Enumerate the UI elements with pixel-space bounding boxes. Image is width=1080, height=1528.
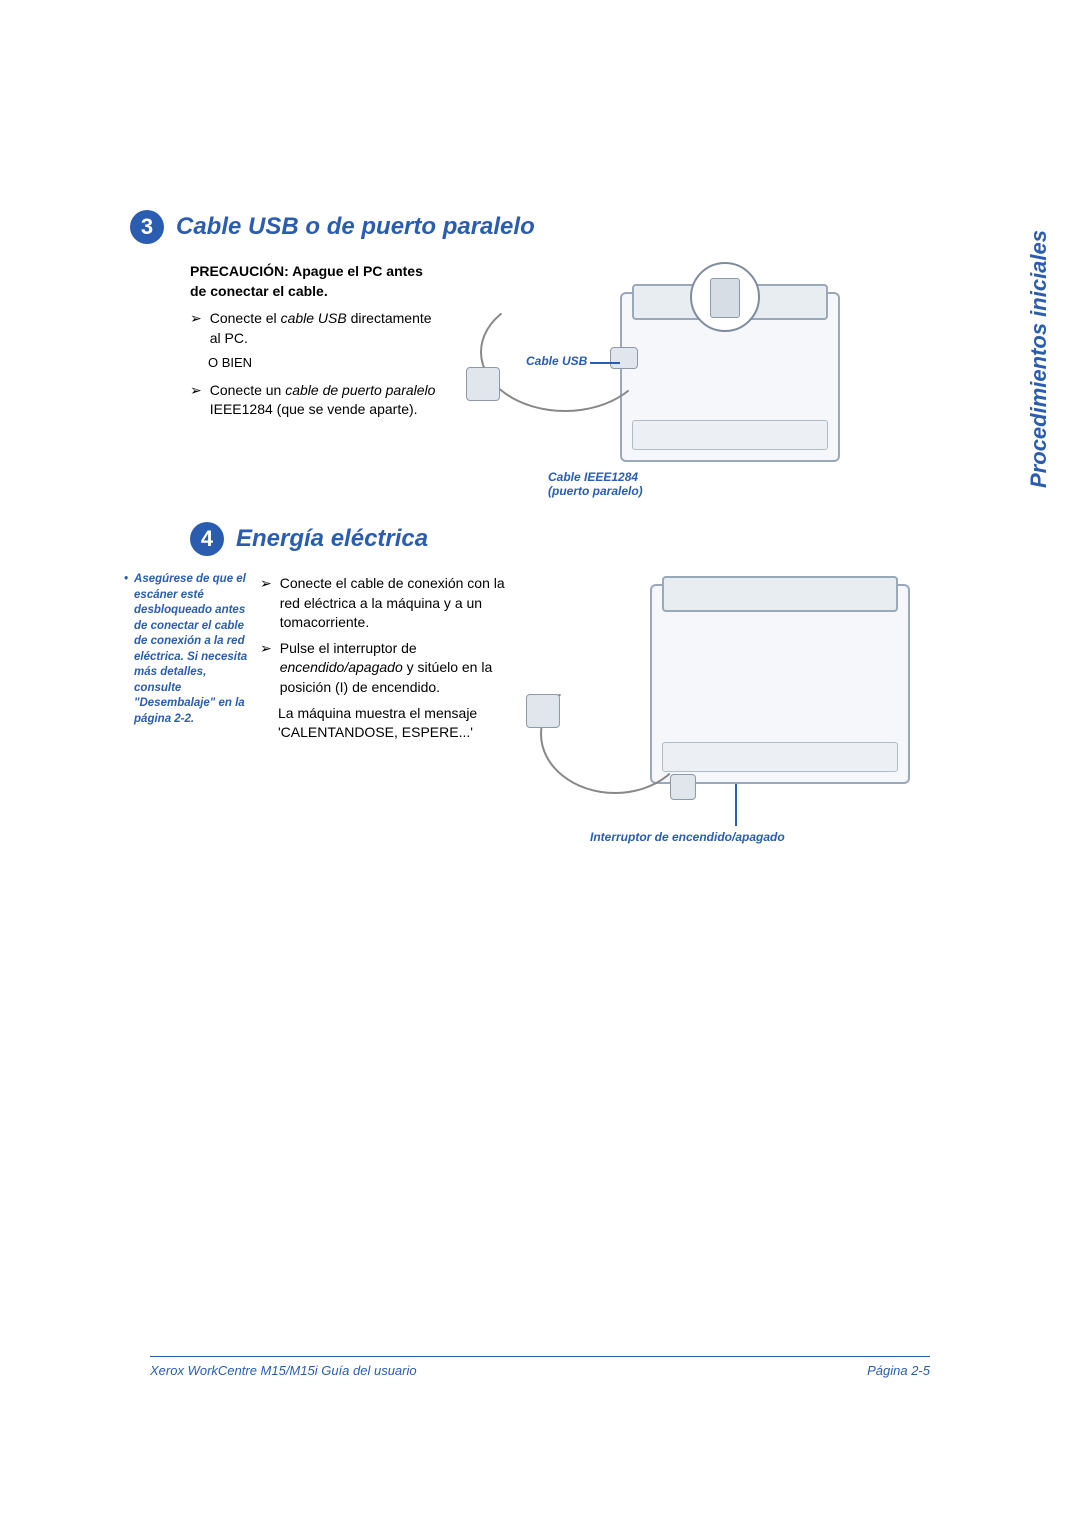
s4-msg: La máquina muestra el mensaje 'CALENTAND… [278, 704, 510, 743]
par-l1: Cable IEEE1284 [548, 470, 638, 484]
power-plug-icon [526, 694, 560, 728]
footer-right: Página 2-5 [867, 1363, 930, 1378]
triangle-bullet-icon: ➢ [190, 309, 202, 348]
step3-title: Cable USB o de puerto paralelo [176, 213, 535, 241]
zoom-detail-icon [690, 262, 760, 332]
step3-b2-text: Conecte un cable de puerto paralelo IEEE… [210, 381, 440, 420]
switch-label: Interruptor de encendido/apagado [590, 830, 785, 844]
power-cable [540, 674, 690, 794]
page-footer: Xerox WorkCentre M15/M15i Guía del usuar… [150, 1356, 930, 1378]
b1-em: cable USB [281, 310, 347, 326]
b2-em: cable de puerto paralelo [285, 382, 435, 398]
parallel-label: Cable IEEE1284 (puerto paralelo) [548, 470, 643, 499]
step3-b1-text: Conecte el cable USB directamente al PC. [210, 309, 440, 348]
step3-text: PRECAUCIÓN: Apague el PC antes de conect… [130, 262, 440, 482]
s4b2-pre: Pulse el interruptor de [280, 640, 417, 656]
copier-illustration2 [650, 584, 910, 784]
parallel-plug-icon [610, 347, 638, 369]
step4-image: Interruptor de encendido/apagado [510, 574, 950, 834]
step3-badge: 3 [130, 210, 164, 244]
copier-lid2 [662, 576, 898, 612]
step3-caution: PRECAUCIÓN: Apague el PC antes de conect… [190, 262, 440, 301]
step-4: 4 Energía eléctrica • Asegúrese de que e… [130, 522, 950, 834]
copier-tray2 [662, 742, 898, 772]
step4-diagram: Interruptor de encendido/apagado [530, 574, 910, 834]
step4-badge: 4 [190, 522, 224, 556]
triangle-bullet-icon: ➢ [260, 639, 272, 698]
side-tab: Procedimientos iniciales [1026, 230, 1052, 488]
s4b2: Pulse el interruptor de encendido/apagad… [280, 639, 510, 698]
port-detail [710, 278, 740, 318]
page-content: 3 Cable USB o de puerto paralelo PRECAUC… [130, 210, 950, 874]
note-text: Asegúrese de que el escáner esté desbloq… [134, 572, 254, 727]
switch-callout-line [735, 784, 737, 826]
s4b2-em: encendido/apagado [280, 659, 403, 675]
step3-body: PRECAUCIÓN: Apague el PC antes de conect… [130, 262, 950, 482]
note-bullet: • Asegúrese de que el escáner esté desbl… [124, 572, 254, 727]
b2-post: IEEE1284 (que se vende aparte). [210, 401, 418, 417]
copier-tray [632, 420, 828, 450]
b1-pre: Conecte el [210, 310, 281, 326]
step3-bullet1: ➢ Conecte el cable USB directamente al P… [190, 309, 440, 348]
step4-header: 4 Energía eléctrica [130, 522, 950, 556]
dot-bullet-icon: • [124, 572, 128, 727]
step3-obien: O BIEN [208, 354, 440, 372]
step4-title: Energía eléctrica [236, 525, 428, 553]
step3-header: 3 Cable USB o de puerto paralelo [130, 210, 950, 244]
machine-socket-icon [670, 774, 696, 800]
footer-left: Xerox WorkCentre M15/M15i Guía del usuar… [150, 1363, 417, 1378]
usb-label: Cable USB [526, 354, 587, 368]
b2-pre: Conecte un [210, 382, 286, 398]
step4-bullet1: ➢ Conecte el cable de conexión con la re… [260, 574, 510, 633]
triangle-bullet-icon: ➢ [190, 381, 202, 420]
step4-margin-note: • Asegúrese de que el escáner esté desbl… [124, 572, 254, 727]
usb-callout-line [590, 362, 620, 364]
usb-plug-icon [466, 367, 500, 401]
s4b1: Conecte el cable de conexión con la red … [280, 574, 510, 633]
triangle-bullet-icon: ➢ [260, 574, 272, 633]
step3-bullet2: ➢ Conecte un cable de puerto paralelo IE… [190, 381, 440, 420]
par-l2: (puerto paralelo) [548, 484, 643, 498]
step3-image: Cable USB Cable IEEE1284 (puerto paralel… [440, 262, 950, 482]
step3-diagram: Cable USB Cable IEEE1284 (puerto paralel… [460, 262, 840, 482]
step4-bullet2: ➢ Pulse el interruptor de encendido/apag… [260, 639, 510, 698]
step-3: 3 Cable USB o de puerto paralelo PRECAUC… [130, 210, 950, 482]
